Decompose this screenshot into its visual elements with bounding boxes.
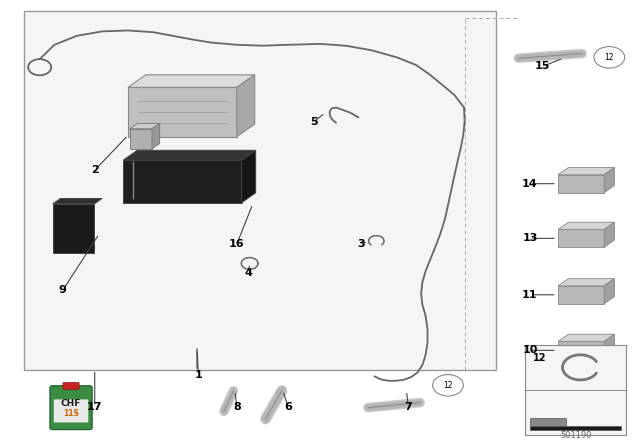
- Text: CHF: CHF: [61, 399, 81, 408]
- Text: 16: 16: [229, 239, 244, 249]
- Polygon shape: [558, 279, 614, 286]
- Polygon shape: [558, 334, 614, 341]
- Text: 10: 10: [522, 345, 538, 355]
- Text: 8: 8: [233, 402, 241, 412]
- Text: 9: 9: [59, 285, 67, 295]
- Text: 6: 6: [284, 402, 292, 412]
- Polygon shape: [123, 160, 241, 202]
- Polygon shape: [53, 198, 102, 204]
- Polygon shape: [558, 341, 604, 359]
- Text: 5: 5: [310, 117, 317, 127]
- Circle shape: [433, 375, 463, 396]
- Polygon shape: [241, 151, 255, 202]
- Polygon shape: [604, 334, 614, 359]
- Text: 11S: 11S: [63, 409, 79, 418]
- Polygon shape: [53, 204, 95, 253]
- Polygon shape: [237, 75, 255, 137]
- Text: 11: 11: [522, 290, 538, 300]
- FancyBboxPatch shape: [24, 11, 496, 370]
- Text: 15: 15: [535, 61, 550, 71]
- Polygon shape: [604, 168, 614, 193]
- Circle shape: [594, 47, 625, 68]
- Polygon shape: [558, 229, 604, 247]
- Text: 17: 17: [87, 402, 102, 412]
- Polygon shape: [604, 279, 614, 304]
- Polygon shape: [604, 222, 614, 247]
- FancyBboxPatch shape: [63, 383, 79, 389]
- Polygon shape: [558, 286, 604, 304]
- FancyBboxPatch shape: [50, 386, 92, 430]
- Polygon shape: [530, 426, 621, 430]
- Polygon shape: [129, 129, 152, 149]
- Text: 4: 4: [244, 268, 252, 278]
- Text: 14: 14: [522, 179, 538, 189]
- Text: 3: 3: [358, 239, 365, 249]
- Text: 13: 13: [522, 233, 538, 243]
- Text: 7: 7: [404, 402, 412, 412]
- Text: 501190: 501190: [560, 431, 592, 440]
- Polygon shape: [128, 87, 237, 137]
- Polygon shape: [558, 222, 614, 229]
- Text: 1: 1: [195, 370, 202, 380]
- Polygon shape: [128, 75, 255, 87]
- Polygon shape: [123, 151, 255, 160]
- Text: 2: 2: [91, 165, 99, 175]
- Text: 12: 12: [605, 53, 614, 62]
- Text: 12: 12: [444, 381, 452, 390]
- Polygon shape: [558, 175, 604, 193]
- Text: 12: 12: [532, 353, 546, 363]
- FancyBboxPatch shape: [525, 345, 626, 435]
- Polygon shape: [129, 123, 159, 129]
- FancyBboxPatch shape: [54, 400, 88, 422]
- Polygon shape: [530, 418, 566, 426]
- Polygon shape: [558, 168, 614, 175]
- Polygon shape: [152, 123, 159, 149]
